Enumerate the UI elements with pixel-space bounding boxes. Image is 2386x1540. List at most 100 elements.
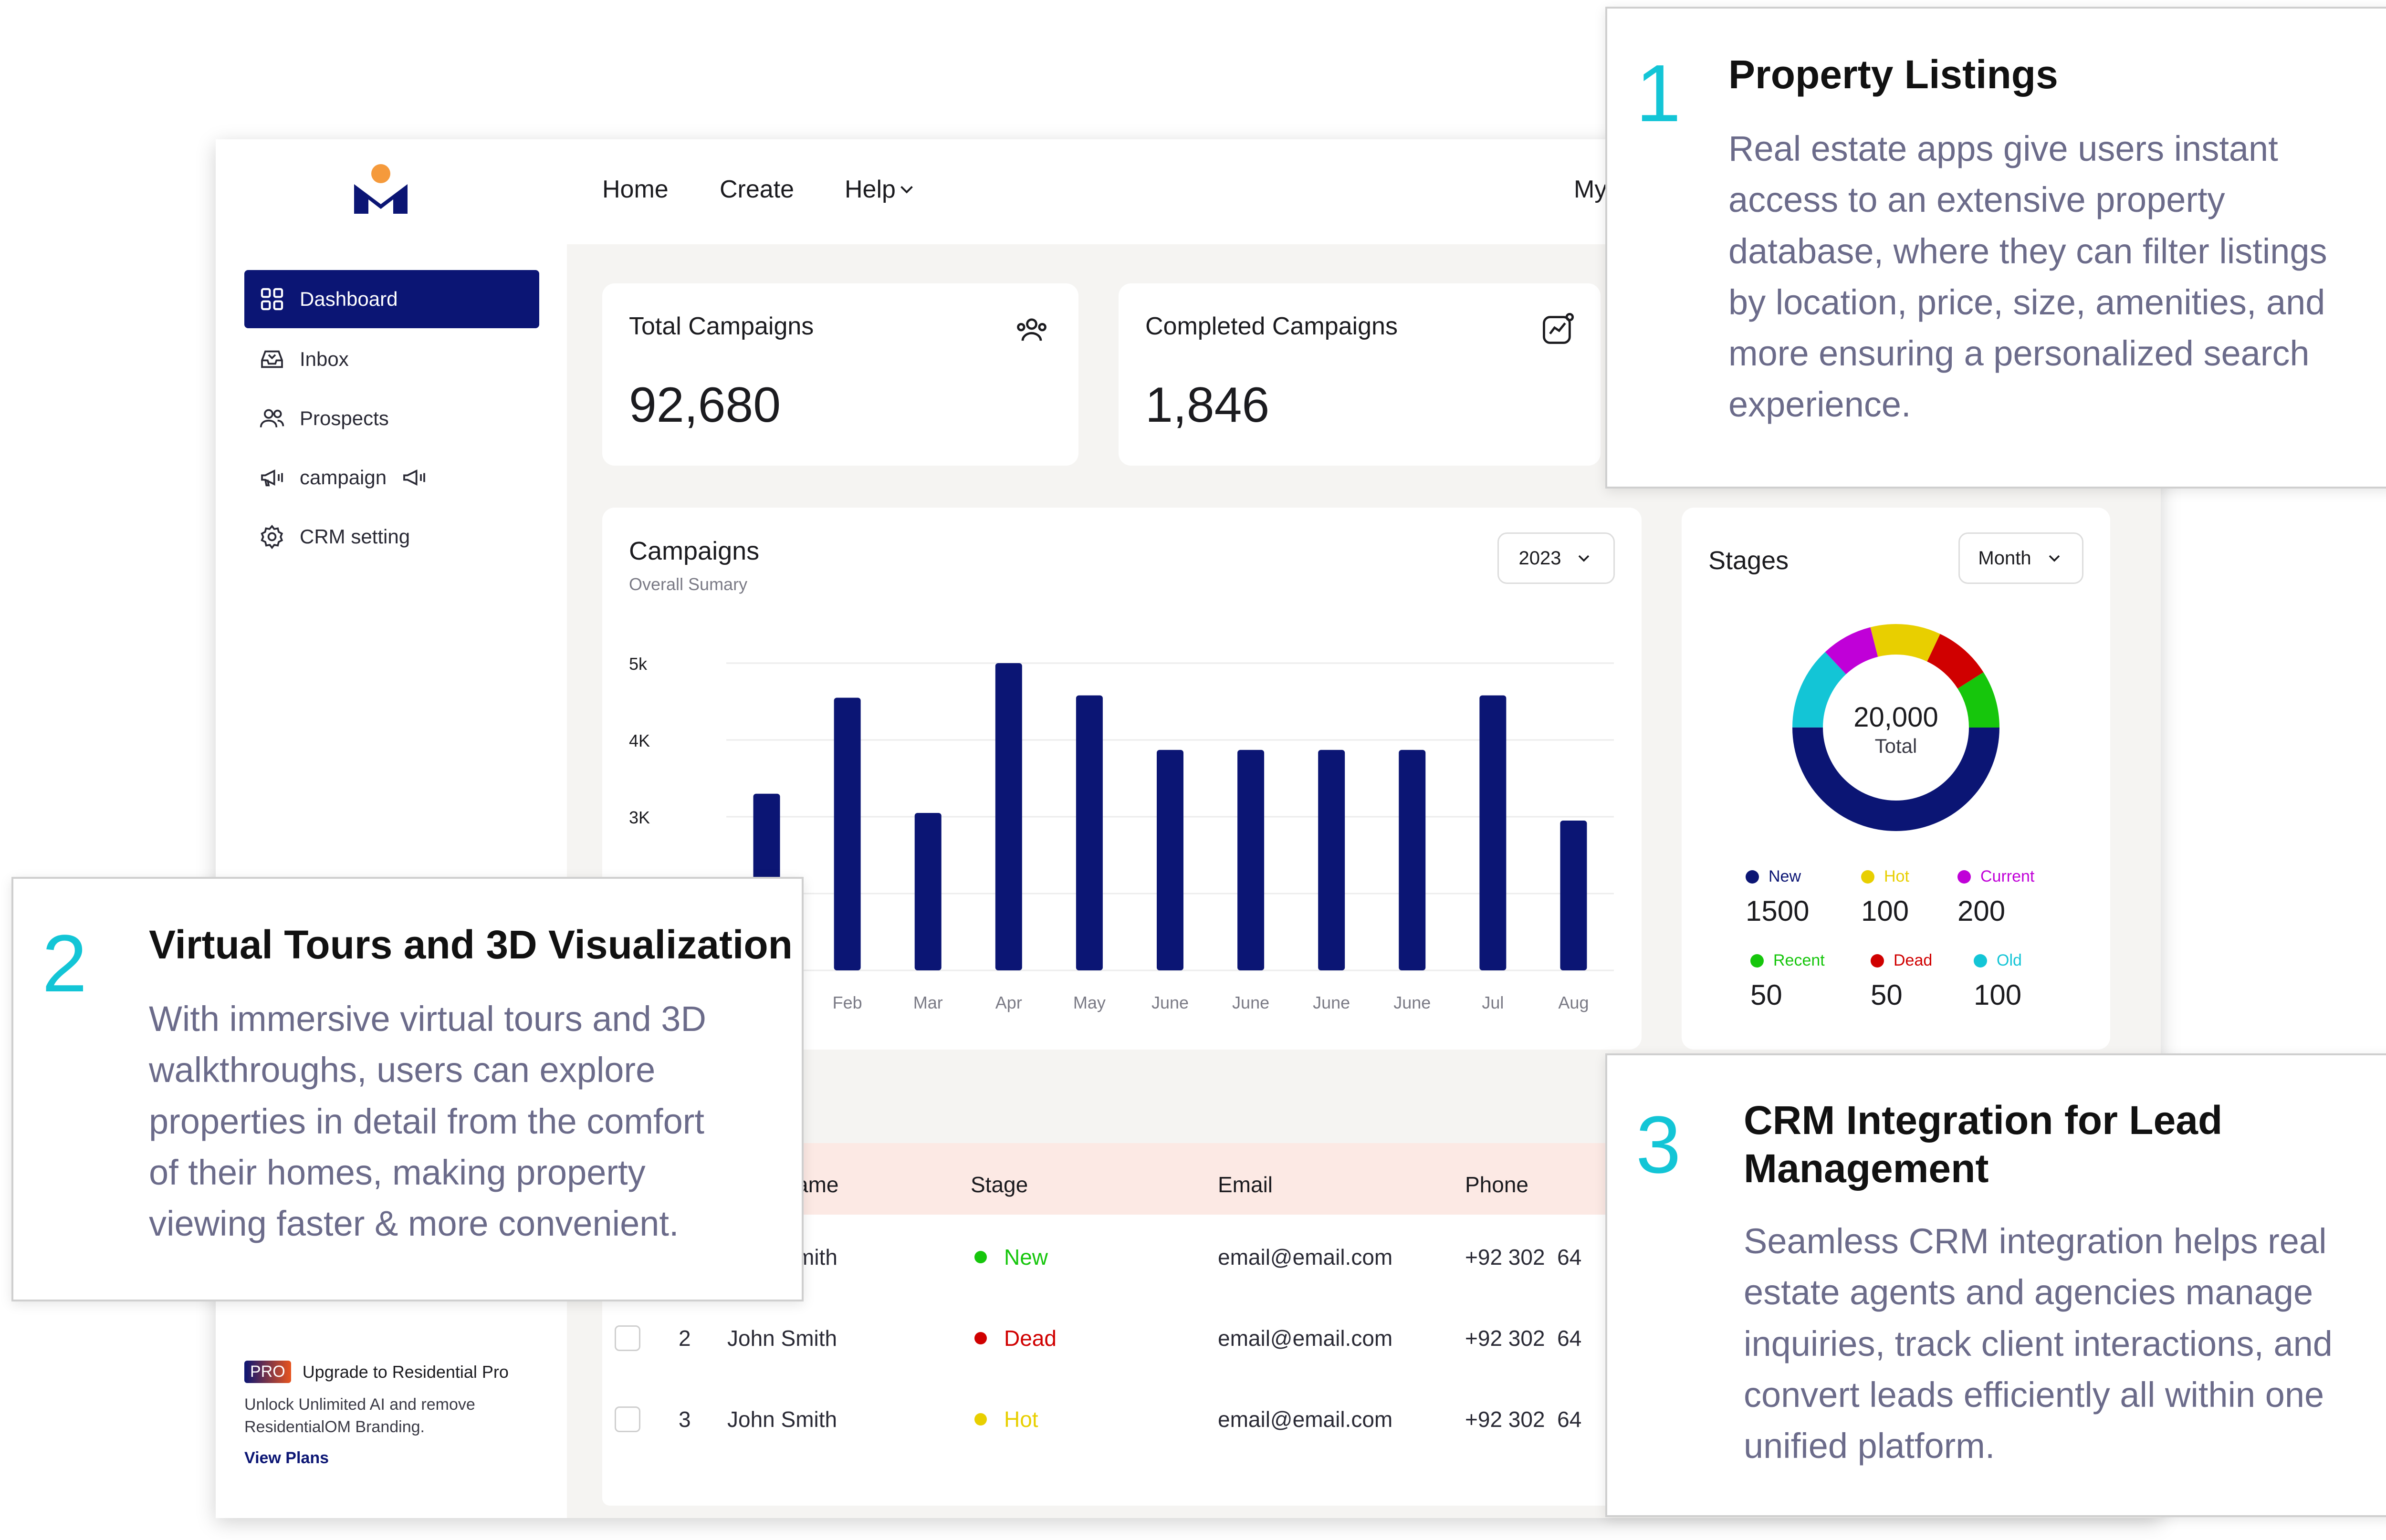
column-header-stage: Stage [971,1172,1028,1197]
legend-label: New [1769,867,1801,885]
table-row[interactable]: 2 John Smith Dead email@email.com +92 30… [602,1298,1814,1379]
nav-home[interactable]: Home [602,176,669,203]
chevron-down-icon [900,186,913,194]
stage-label: Hot [1004,1407,1038,1432]
cell-name: John Smith [727,1326,837,1351]
sidebar-item-prospects[interactable]: Prospects [244,389,539,447]
legend-dot [1957,870,1971,884]
bar-june[interactable] [1399,749,1426,970]
bar-aug[interactable] [1560,821,1587,970]
row-checkbox[interactable] [615,1406,640,1432]
x-tick-label: Aug [1558,993,1589,1012]
bar-jul[interactable] [1479,695,1507,970]
callout-line: unified platform. [1744,1426,1995,1466]
legend-label: Dead [1894,951,1933,969]
legend-label: Current [1980,867,2035,885]
callout-line: With immersive virtual tours and 3D [149,999,706,1039]
callout-line: more ensuring a personalized search [1728,333,2310,374]
callout-title: Virtual Tours and 3D Visualization [149,922,793,967]
legend-dot [1746,870,1759,884]
y-tick-label: 4K [629,731,650,750]
legend-value: 50 [1871,979,1903,1011]
upgrade-description: Unlock Unlimited AI and remove [244,1395,475,1414]
x-tick-label: June [1393,993,1431,1012]
legend-value: 200 [1957,895,2006,927]
cell-email: email@email.com [1218,1245,1393,1269]
chart-subtitle: Overall Sumary [629,574,748,594]
callout-line: database, where they can filter listings [1728,231,2327,271]
upgrade-description: ResidentialOM Branding. [244,1418,425,1436]
cell-email: email@email.com [1218,1326,1393,1351]
stages-donut-chart [1792,624,1999,831]
x-tick-label: Feb [833,993,862,1012]
callout-number: 1 [1636,48,1681,139]
gear-icon [261,524,283,550]
users-icon [260,409,284,427]
sidebar-item-dashboard[interactable]: Dashboard [244,270,539,328]
callout-line: Real estate apps give users instant [1728,129,2278,168]
legend-dot [1861,870,1874,884]
y-tick-label: 5k [629,654,648,674]
callout-line: inquiries, track client interactions, an… [1744,1323,2333,1363]
users-icon [1017,318,1046,341]
table-row[interactable]: mith New email@email.com +92 302 64 [602,1217,1814,1298]
sidebar-item-crm-setting[interactable]: CRM setting [244,508,539,566]
cell-email: email@email.com [1218,1407,1393,1432]
stages-card: Stages Month 20,000 Total New 1500 Hot 1… [1682,508,2110,1050]
nav-help[interactable]: Help [845,168,918,211]
x-tick-label: Jul [1482,993,1504,1012]
sidebar-item-campaign[interactable]: campaign [244,448,539,507]
sidebar-item-inbox[interactable]: Inbox [244,330,539,388]
view-plans-link[interactable]: View Plans [244,1449,329,1467]
period-select[interactable]: Month [1958,532,2083,584]
callout-line: Seamless CRM integration helps real [1744,1221,2327,1261]
callout-line: estate agents and agencies manage [1744,1272,2313,1312]
donut-segment-hot[interactable] [1792,624,1999,831]
row-checkbox[interactable] [615,1325,640,1351]
legend-dot [1750,954,1764,968]
x-tick-label: May [1073,993,1106,1012]
bar-mar[interactable] [914,812,942,970]
upgrade-panel: PRO Upgrade to Residential Pro Unlock Un… [244,1361,555,1485]
status-dot [974,1413,987,1426]
x-tick-label: June [1313,993,1350,1012]
column-header-phone: Phone [1465,1172,1529,1197]
bar-feb[interactable] [834,697,861,970]
bar-june[interactable] [1157,749,1183,970]
nav-create[interactable]: Create [720,176,795,203]
sidebar-item-label: Prospects [300,407,389,429]
bar-june[interactable] [1237,749,1265,970]
legend-item-dead: Dead 50 [1871,951,1932,1011]
cell-phone: +92 302 64 [1465,1326,1582,1351]
callout-line: viewing faster & more convenient. [149,1204,679,1244]
callout-title: Property Listings [1728,52,2058,97]
legend-item-new: New 1500 [1746,867,1809,927]
chevron-down-icon [2049,555,2060,562]
period-select-value: Month [1978,547,2031,569]
bar-june[interactable] [1318,749,1345,970]
sidebar-item-label: Dashboard [300,288,398,310]
callout-line: experience. [1728,385,1911,425]
bar-may[interactable] [1076,695,1103,970]
donut-segment-recent[interactable] [1792,624,1999,831]
sidebar: Dashboard Inbox Prospects campaign [216,139,567,1518]
cell-stage: Dead [974,1325,1057,1351]
card-title: Completed Campaigns [1145,312,1398,340]
card-title: Total Campaigns [629,312,814,340]
callout-body: Real estate apps give users instant acce… [1728,123,2377,430]
legend-label: Recent [1773,951,1825,969]
upgrade-title: Upgrade to Residential Pro [302,1362,509,1382]
callout-virtual-tours: 2 Virtual Tours and 3D Visualization Wit… [11,877,804,1301]
bar-apr[interactable] [995,663,1022,970]
table-row[interactable]: 3 John Smith Hot email@email.com +92 302… [602,1379,1814,1460]
stages-title: Stages [1708,546,1789,575]
stage-label: Dead [1004,1326,1057,1351]
year-select[interactable]: 2023 [1497,532,1615,584]
cell-number: 3 [679,1407,691,1432]
nav-my[interactable]: My [1574,176,1607,203]
chart-title: Campaigns [629,537,760,565]
status-dot [974,1332,987,1344]
cell-number: 2 [679,1326,691,1351]
callout-line: by location, price, size, amenities, and [1728,282,2325,322]
x-tick-label: Apr [995,993,1022,1012]
